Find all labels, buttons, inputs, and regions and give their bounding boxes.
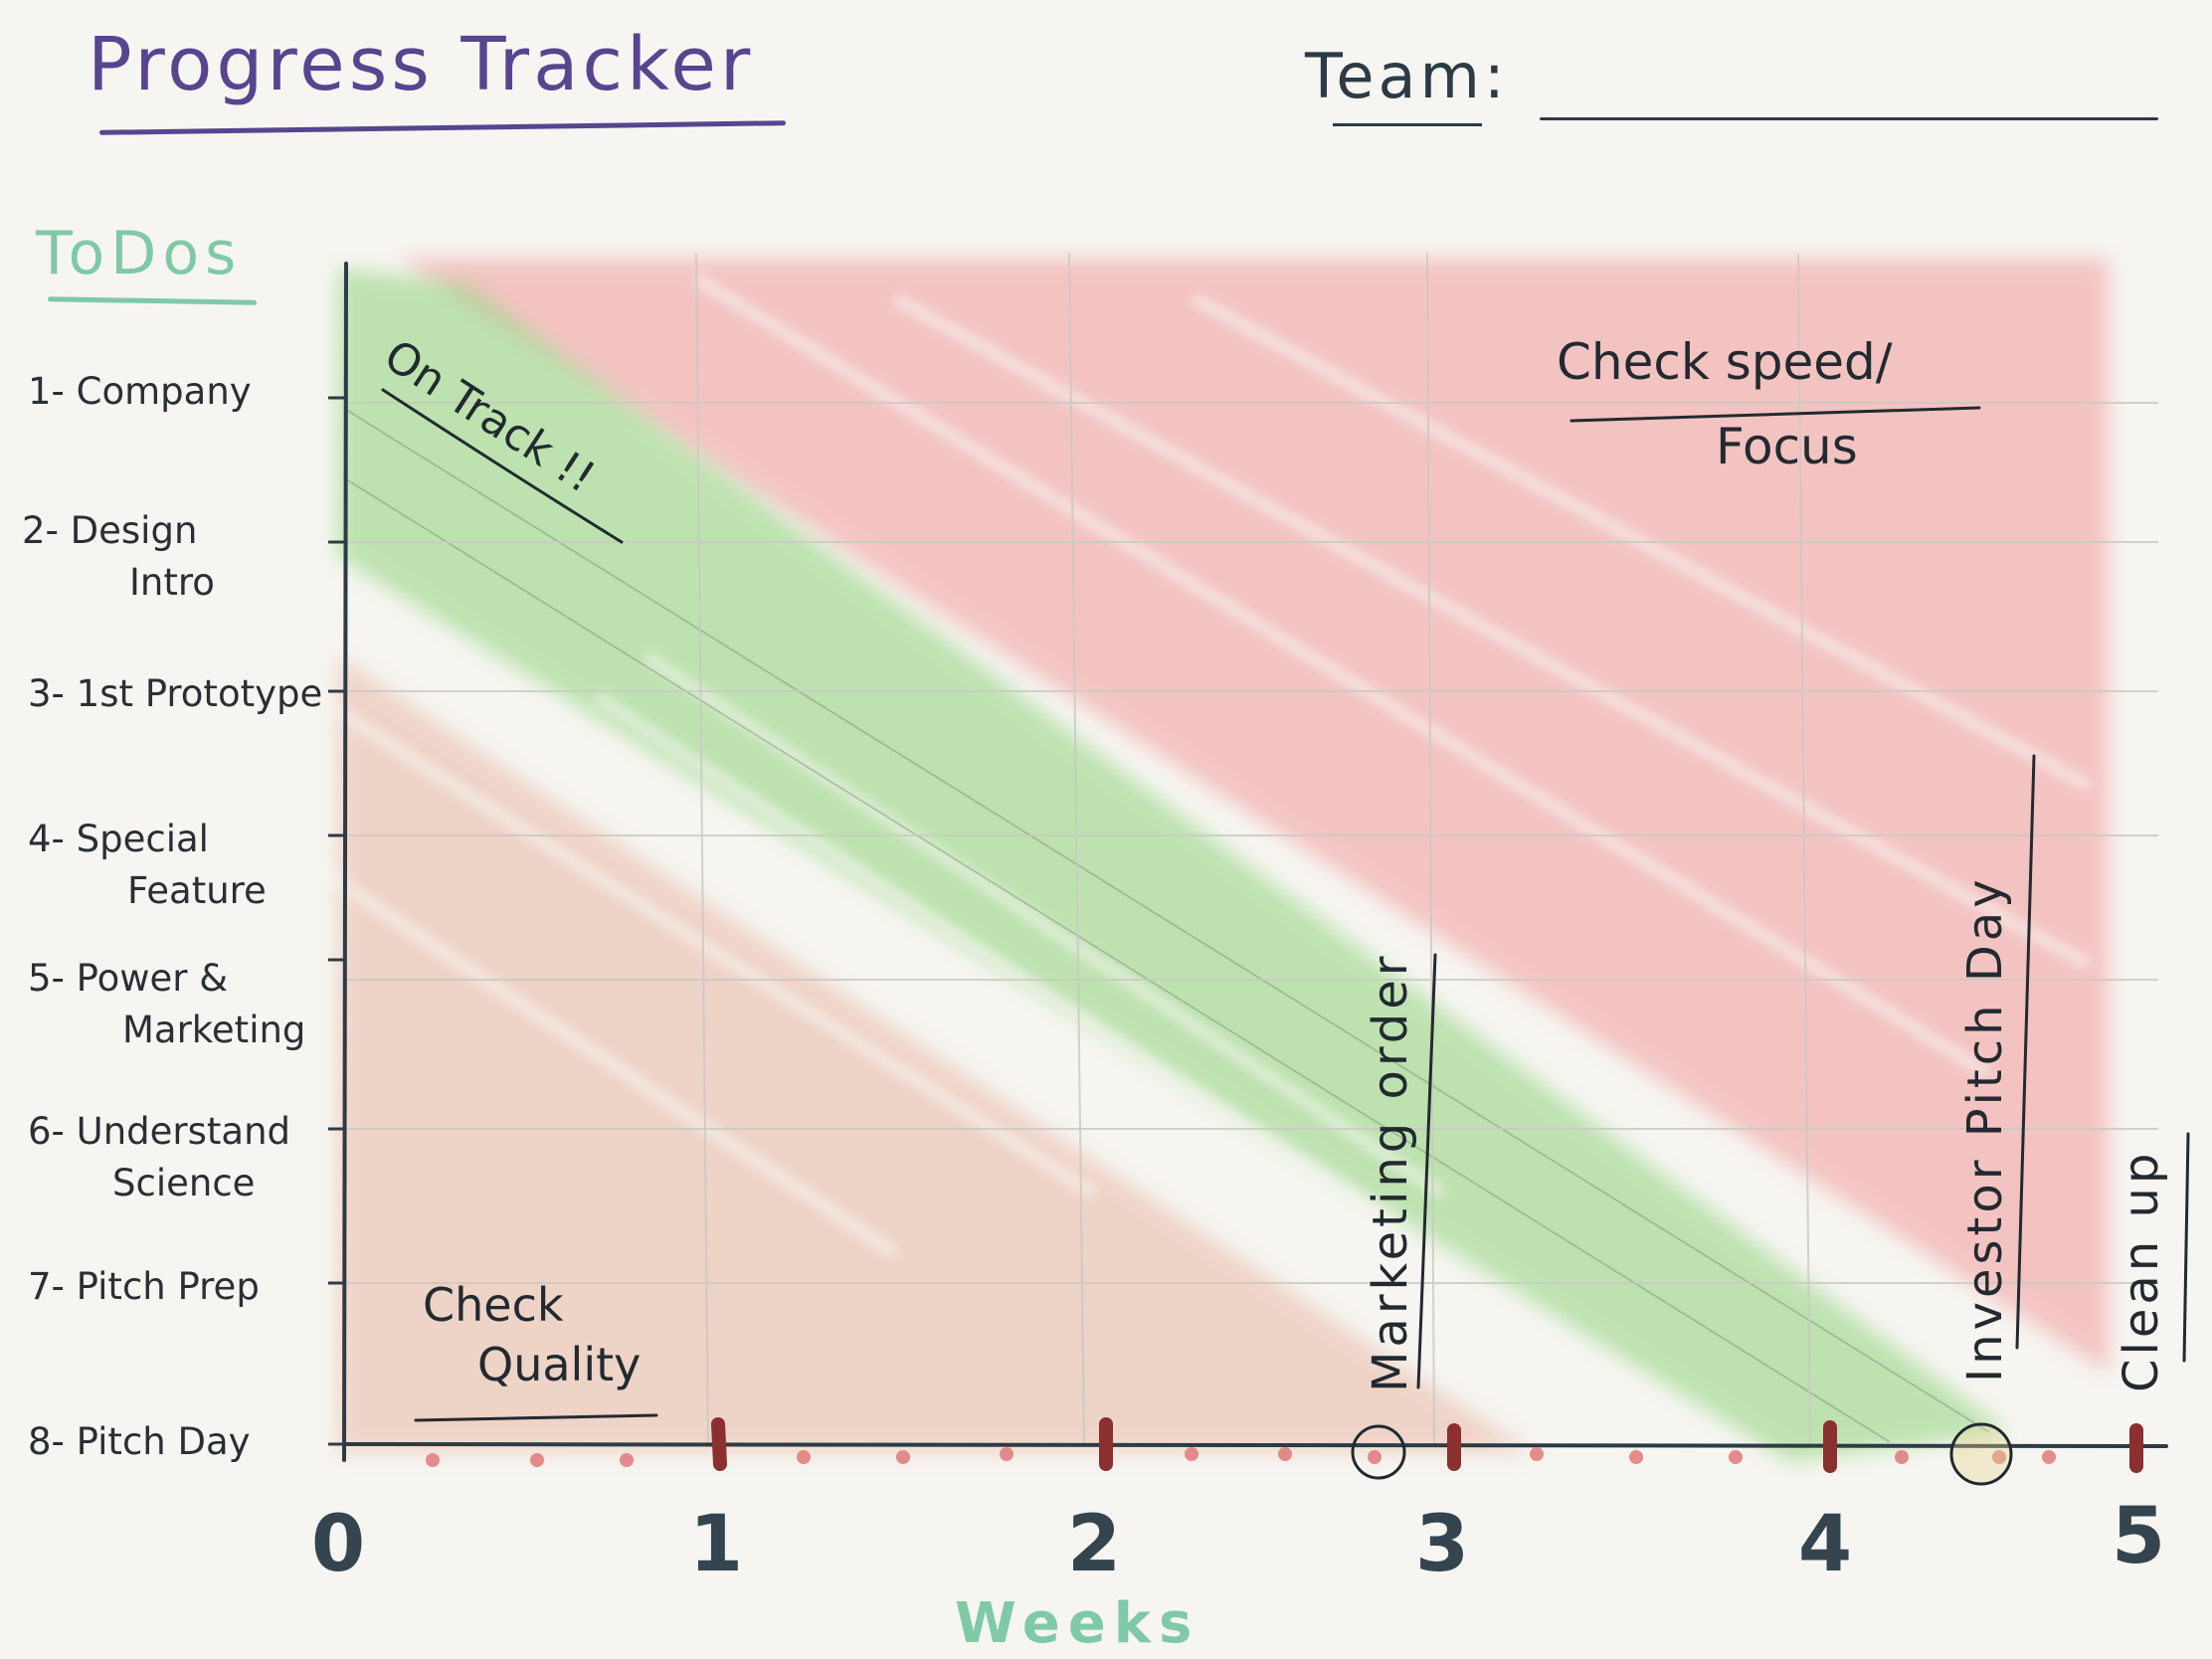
todo-item-label: 5- Power &: [28, 957, 229, 1000]
axes: [342, 262, 2168, 1462]
investor-pitch-day-note: Investor Pitch Day: [1957, 875, 2013, 1382]
todo-item-2: 2- Design Intro: [22, 505, 215, 609]
todo-item-7: 7- Pitch Prep: [28, 1261, 260, 1313]
on-track-zone: [338, 269, 2009, 1462]
marketing-order-note: Marketing order: [1363, 952, 1418, 1392]
check-speed-zone: [398, 259, 2109, 1373]
team-label-underline: [1333, 123, 1482, 126]
todo-item-sublabel: Marketing: [122, 1009, 306, 1051]
annotation-lines: [381, 388, 2190, 1422]
check-quality-zone: [338, 656, 1532, 1452]
todo-item-label: 2- Design: [22, 509, 198, 552]
clean-up-note: Clean up: [2114, 1149, 2169, 1392]
todo-item-label: 8- Pitch Day: [28, 1420, 251, 1463]
focus-note: Focus: [1716, 418, 1858, 475]
todo-item-label: 3- 1st Prototype: [28, 672, 323, 715]
week-tick-3: 3: [1414, 1500, 1470, 1589]
page-title: Progress Tracker: [88, 22, 755, 107]
todos-heading: ToDos: [36, 219, 243, 288]
week-tick-0: 0: [310, 1500, 366, 1589]
todo-item-label: 7- Pitch Prep: [28, 1265, 260, 1308]
todo-item-sublabel: Feature: [127, 869, 267, 912]
todo-item-6: 6- Understand Science: [28, 1106, 290, 1209]
y-axis: [342, 262, 348, 1462]
check-quality-note: Check: [423, 1278, 564, 1332]
todo-item-sublabel: Intro: [129, 561, 215, 604]
grid: [344, 253, 2158, 1448]
week-tick-2: 2: [1066, 1500, 1122, 1589]
week-markers: [711, 1417, 2143, 1473]
todo-item-label: 6- Understand: [28, 1110, 291, 1153]
week-tick-1: 1: [688, 1500, 744, 1589]
todo-item-label: 4- Special: [28, 818, 209, 860]
x-axis: [342, 1442, 2168, 1448]
todo-item-4: 4- Special Feature: [28, 814, 267, 917]
todo-item-1: 1- Company: [28, 366, 252, 418]
team-label: Team:: [1305, 40, 1509, 112]
todo-item-label: 1- Company: [28, 370, 252, 413]
team-name-field[interactable]: [1540, 117, 2158, 120]
check-speed-note: Check speed/: [1557, 333, 1893, 391]
investor-pitch-marker: [1949, 1422, 2013, 1486]
quality-note: Quality: [477, 1338, 642, 1391]
marketing-order-marker: [1351, 1424, 1406, 1480]
todo-item-5: 5- Power & Marketing: [28, 953, 305, 1056]
x-axis-label: Weeks: [955, 1591, 1200, 1656]
todo-item-3: 3- 1st Prototype: [28, 668, 322, 720]
todo-item-8: 8- Pitch Day: [28, 1416, 251, 1468]
week-tick-4: 4: [1797, 1500, 1853, 1589]
todo-item-sublabel: Science: [112, 1162, 256, 1204]
todo-ticks: [328, 396, 344, 1446]
week-tick-5: 5: [2111, 1492, 2166, 1581]
day-dots: [426, 1447, 2056, 1467]
